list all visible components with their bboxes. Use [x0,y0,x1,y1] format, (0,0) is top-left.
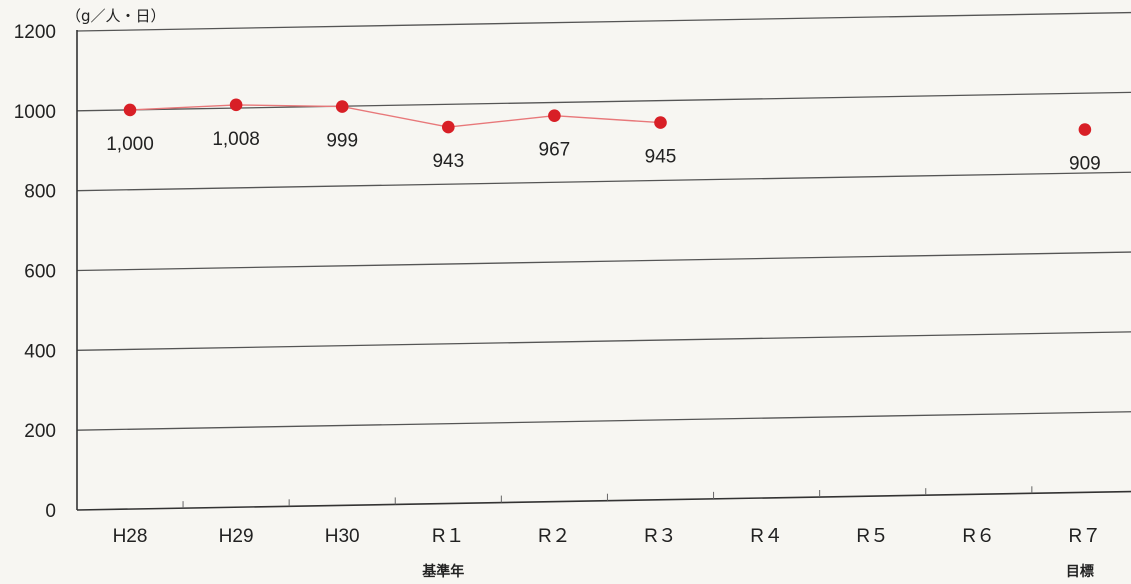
x-tick-label: R５ [856,526,889,547]
gridlines [76,11,1131,431]
x-tick-label: H29 [219,526,254,547]
data-label: 999 [326,131,358,152]
data-labels: 1,000 1,008 999 943 967 945 909 [106,129,1101,175]
x-sub-label: 基準年 [422,563,464,580]
gridline-1000 [76,91,1131,112]
y-tick-label: 600 [24,262,56,283]
data-point [229,98,243,112]
data-point [335,100,349,113]
x-axis-ticks: H28 H29 H30 R１ R２ R３ R４ R５ R６ R７ 基準年 目標 [113,526,1102,580]
y-tick-label: 1000 [14,102,56,123]
x-tick-label: R４ [750,526,783,547]
data-label: 945 [645,147,677,168]
y-axis-unit-label: （g／人・日） [66,7,166,25]
data-label: 909 [1069,154,1101,175]
gridline-800 [76,171,1131,192]
x-tick-label: R３ [644,526,677,547]
y-tick-label: 400 [24,341,56,362]
y-tick-label: 200 [24,421,56,442]
data-label: 1,000 [106,134,154,155]
y-axis-ticks: 0 200 400 600 800 1000 1200 [14,22,56,522]
y-tick-label: 0 [45,501,56,522]
gridline-1200 [76,11,1131,32]
x-tick-label: R６ [962,526,995,547]
x-tick-label: R１ [432,526,465,547]
series-line [129,104,661,128]
data-label: 1,008 [212,129,260,150]
data-label: 943 [432,151,464,172]
data-point [123,103,137,117]
data-label: 967 [539,140,571,161]
gridline-400 [76,331,1131,351]
gridline-600 [76,251,1131,272]
series-lines [129,104,661,128]
x-sub-label: 目標 [1066,563,1094,580]
x-tick-label: H28 [113,526,148,547]
x-axis-line [76,490,1131,511]
data-point [548,109,561,122]
x-tick-label: H30 [325,526,360,547]
x-tick-label: R７ [1069,526,1102,547]
data-point [654,116,667,129]
data-points [123,98,1092,136]
y-tick-label: 800 [24,182,56,203]
data-point [1078,123,1092,136]
data-point [442,120,455,134]
axes [76,30,1131,511]
x-tick-label: R２ [538,526,571,547]
y-tick-label: 1200 [14,22,56,43]
gridline-200 [76,411,1131,431]
